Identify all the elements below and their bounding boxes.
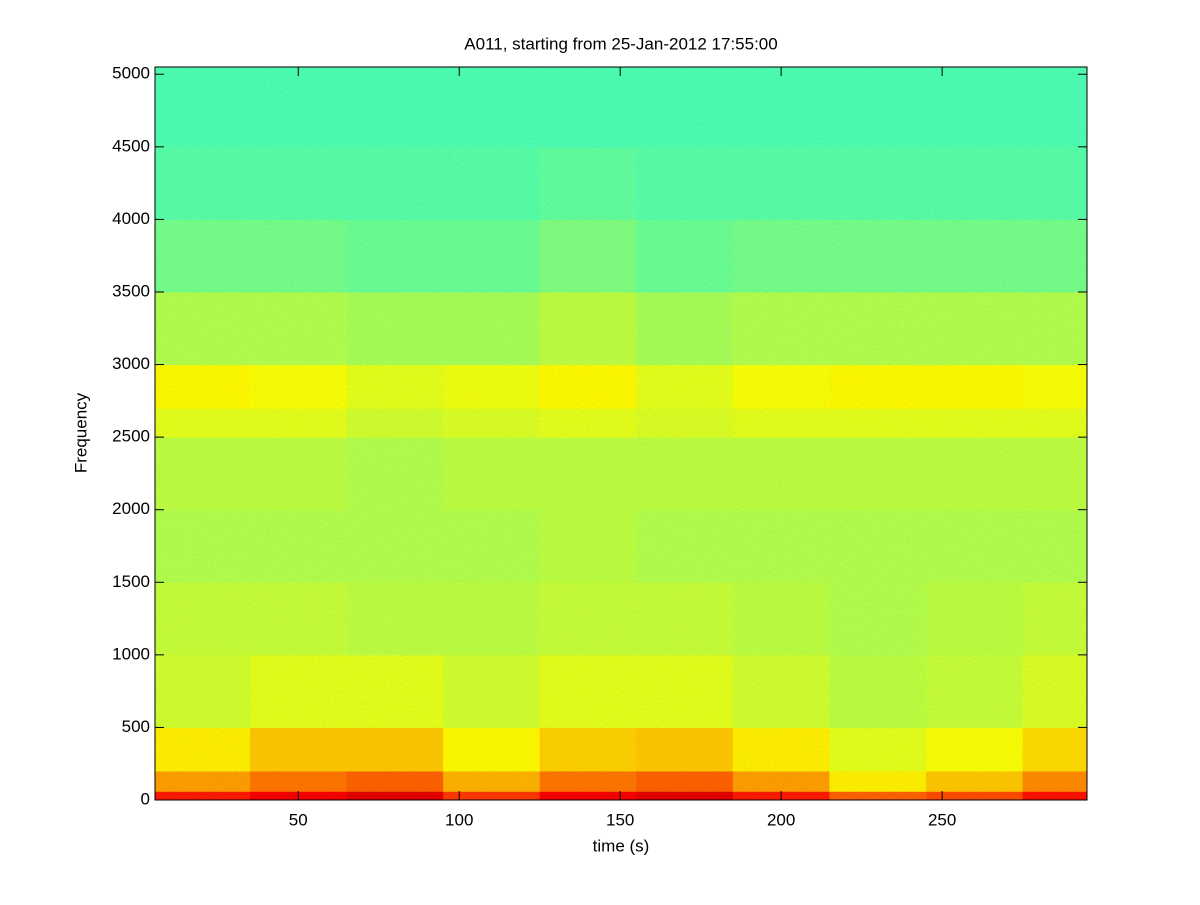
y-tick-label: 1000 bbox=[112, 644, 150, 663]
x-axis-label: time (s) bbox=[593, 836, 650, 855]
y-tick-label: 4000 bbox=[112, 209, 150, 228]
chart-title: A011, starting from 25-Jan-2012 17:55:00 bbox=[464, 34, 777, 53]
y-tick-label: 0 bbox=[141, 789, 150, 808]
x-tick-label: 250 bbox=[928, 810, 956, 829]
y-tick-label: 500 bbox=[122, 717, 150, 736]
y-tick-label: 4500 bbox=[112, 136, 150, 155]
texture bbox=[155, 67, 1087, 800]
x-tick-label: 200 bbox=[767, 810, 795, 829]
y-tick-label: 3500 bbox=[112, 281, 150, 300]
x-tick-label: 100 bbox=[445, 810, 473, 829]
y-tick-label: 2500 bbox=[112, 427, 150, 446]
x-tick-label: 150 bbox=[606, 810, 634, 829]
y-tick-label: 1500 bbox=[112, 572, 150, 591]
y-tick-label: 3000 bbox=[112, 354, 150, 373]
plot-frame bbox=[154, 66, 1088, 801]
y-tick-label: 5000 bbox=[112, 64, 150, 83]
y-axis-label: Frequency bbox=[71, 392, 90, 473]
x-tick-label: 50 bbox=[289, 810, 308, 829]
y-tick-label: 2000 bbox=[112, 499, 150, 518]
